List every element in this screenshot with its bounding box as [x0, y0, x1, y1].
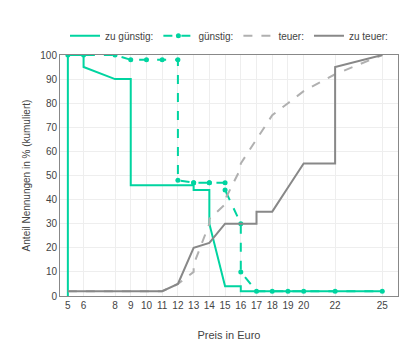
- svg-text:zu teuer:: zu teuer:: [349, 31, 388, 42]
- svg-text:90: 90: [46, 74, 58, 85]
- svg-text:11: 11: [157, 300, 168, 311]
- svg-text:19: 19: [282, 300, 294, 311]
- svg-text:18: 18: [267, 300, 279, 311]
- svg-text:9: 9: [128, 300, 134, 311]
- svg-text:100: 100: [40, 50, 57, 61]
- svg-text:12: 12: [172, 300, 184, 311]
- svg-text:80: 80: [46, 98, 58, 109]
- svg-text:50: 50: [46, 170, 58, 181]
- svg-text:0: 0: [51, 291, 57, 302]
- svg-text:25: 25: [377, 300, 389, 311]
- svg-text:14: 14: [204, 300, 216, 311]
- svg-text:5: 5: [65, 300, 71, 311]
- svg-text:20: 20: [298, 300, 310, 311]
- svg-text:16: 16: [235, 300, 247, 311]
- svg-text:40: 40: [46, 194, 58, 205]
- svg-text:10: 10: [141, 300, 153, 311]
- svg-text:13: 13: [188, 300, 200, 311]
- svg-text:Preis in Euro: Preis in Euro: [198, 329, 261, 341]
- svg-text:günstig:: günstig:: [198, 31, 233, 42]
- svg-text:17: 17: [251, 300, 263, 311]
- svg-text:10: 10: [46, 266, 58, 277]
- svg-text:15: 15: [220, 300, 232, 311]
- svg-text:Anteil Nennungen in % (kumulie: Anteil Nennungen in % (kumuliert): [21, 100, 32, 252]
- svg-text:60: 60: [46, 146, 58, 157]
- svg-text:8: 8: [112, 300, 118, 311]
- svg-text:30: 30: [46, 218, 58, 229]
- svg-text:20: 20: [46, 242, 58, 253]
- svg-text:teuer:: teuer:: [278, 31, 304, 42]
- svg-text:zu günstig:: zu günstig:: [105, 31, 153, 42]
- svg-text:6: 6: [81, 300, 87, 311]
- svg-text:70: 70: [46, 122, 58, 133]
- svg-text:22: 22: [330, 300, 342, 311]
